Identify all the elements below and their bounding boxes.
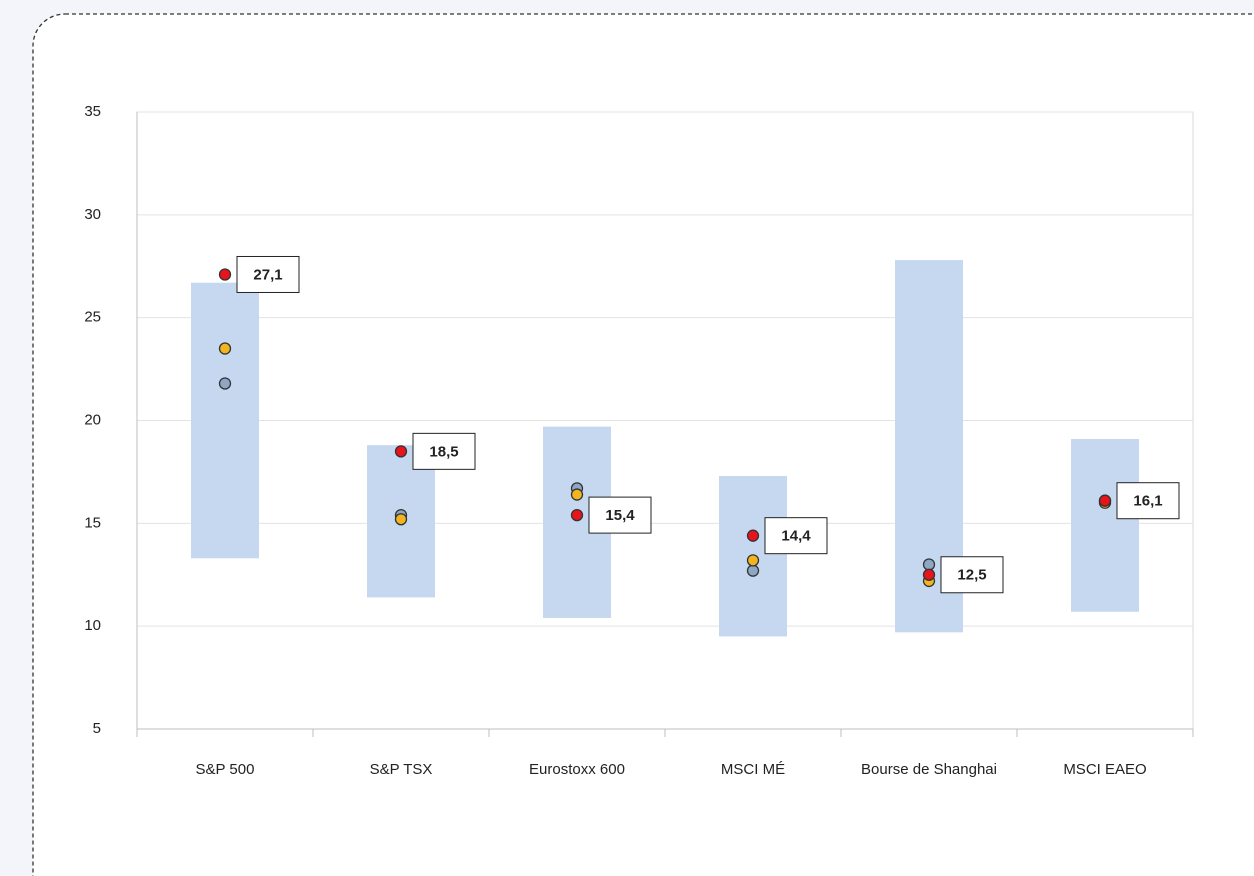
value-label: 14,4 bbox=[781, 528, 811, 545]
range-bar bbox=[191, 282, 259, 559]
dot bbox=[746, 529, 760, 542]
dot bbox=[570, 508, 584, 522]
value-label-box bbox=[236, 255, 300, 293]
dot bbox=[746, 554, 760, 567]
dot bbox=[1098, 494, 1112, 507]
x-tick-label: MSCI MÉ bbox=[721, 761, 785, 778]
range-bar bbox=[1071, 439, 1139, 612]
y-tick-label: 30 bbox=[84, 206, 101, 223]
dot bbox=[394, 513, 408, 526]
value-label: 27,1 bbox=[253, 266, 282, 283]
x-tick-label: Bourse de Shanghai bbox=[861, 761, 997, 778]
value-label-box bbox=[1116, 482, 1180, 520]
y-tick-label: 5 bbox=[93, 720, 101, 737]
value-label: 16,1 bbox=[1133, 493, 1162, 510]
y-tick-label: 10 bbox=[84, 617, 101, 634]
x-tick-label: Eurostoxx 600 bbox=[529, 761, 625, 778]
y-tick-label: 20 bbox=[84, 411, 101, 428]
dot bbox=[570, 488, 584, 501]
y-tick-label: 25 bbox=[84, 309, 101, 326]
x-tick-label: S&P 500 bbox=[196, 761, 255, 778]
dot bbox=[394, 445, 408, 458]
y-tick-label: 15 bbox=[84, 514, 101, 531]
dot bbox=[218, 377, 232, 390]
x-tick-label: MSCI EAEO bbox=[1063, 761, 1146, 778]
value-label-box bbox=[588, 496, 652, 534]
y-tick-label: 35 bbox=[84, 103, 101, 120]
x-tick-label: S&P TSX bbox=[370, 761, 433, 778]
value-label-box bbox=[412, 432, 476, 470]
dot bbox=[922, 558, 936, 571]
value-label: 15,4 bbox=[605, 507, 635, 524]
value-label: 18,5 bbox=[429, 443, 458, 460]
dot bbox=[746, 564, 760, 577]
frame bbox=[32, 13, 1254, 876]
value-label-box bbox=[764, 517, 828, 555]
value-label: 12,5 bbox=[957, 567, 986, 584]
dot bbox=[922, 568, 936, 581]
dot bbox=[218, 342, 232, 355]
value-label-box bbox=[940, 556, 1004, 594]
dot bbox=[218, 268, 232, 281]
